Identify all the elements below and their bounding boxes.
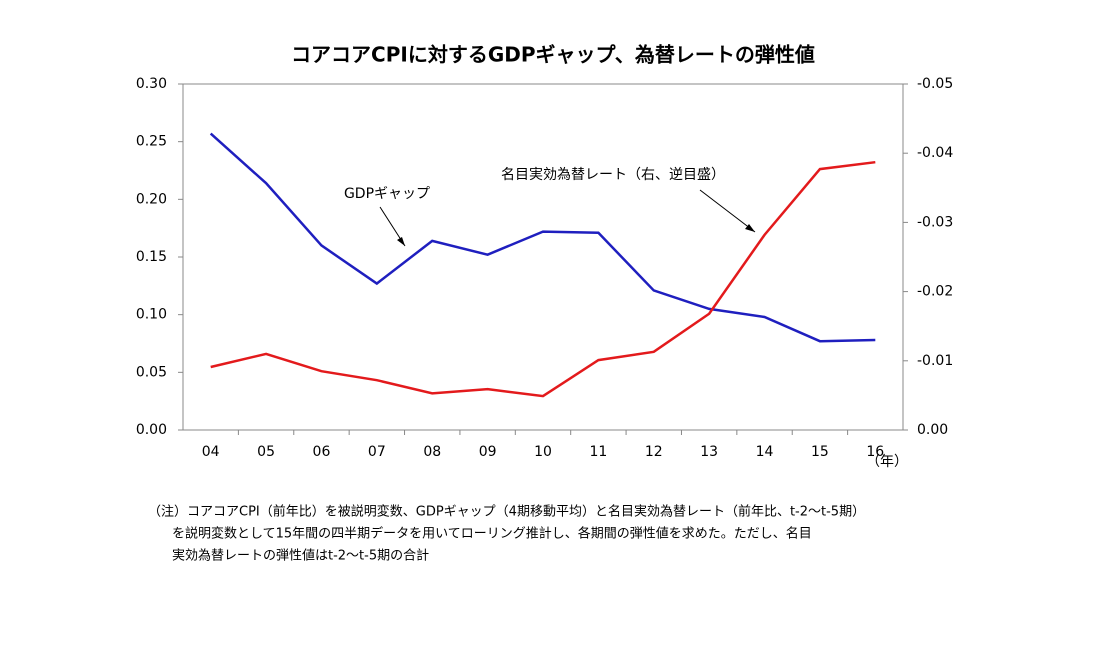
note-line: 実効為替レートの弾性値はt-2～t-5期の合計 [172, 548, 429, 564]
y2-tick-label: -0.02 [917, 284, 953, 300]
y-tick-label: 0.30 [136, 76, 167, 92]
series-annotation: GDPギャップ [344, 186, 430, 202]
note-line: （注）コアコアCPI（前年比）を被説明変数、GDPギャップ（4期移動平均）と名目… [148, 504, 865, 520]
plot-frame [182, 83, 904, 431]
y2-tick-label: -0.05 [917, 76, 953, 92]
x-tick-label: 13 [700, 444, 718, 460]
note-line: を説明変数として15年間の四半期データを用いてローリング推計し、各期間の弾性値を… [172, 526, 812, 542]
series-line [209, 132, 876, 343]
x-tick-label: 04 [202, 444, 220, 460]
x-tick-label: 15 [811, 444, 829, 460]
x-tick-label: 16 [866, 444, 884, 460]
x-tick-label: 09 [479, 444, 497, 460]
series-annotation: 名目実効為替レート（右、逆目盛） [501, 167, 725, 183]
y-tick-label: 0.10 [136, 307, 167, 323]
series-line [210, 160, 876, 398]
y-tick-label: 0.15 [136, 249, 167, 265]
y2-tick-label: -0.01 [917, 353, 953, 369]
y-tick-label: 0.00 [136, 422, 167, 438]
y2-tick-label: 0.00 [917, 422, 948, 438]
y-tick-label: 0.25 [136, 134, 167, 150]
annotation-arrowhead [745, 224, 755, 232]
x-unit-label: （年） [866, 454, 908, 470]
y2-tick-label: -0.03 [917, 214, 953, 230]
x-tick-label: 10 [534, 444, 552, 460]
x-tick-label: 08 [423, 444, 441, 460]
x-tick-label: 06 [313, 444, 331, 460]
x-tick-label: 05 [257, 444, 275, 460]
x-tick-label: 12 [645, 444, 663, 460]
x-tick-label: 14 [756, 444, 774, 460]
chart-title: コアコアCPIに対するGDPギャップ、為替レートの弾性値 [291, 43, 815, 67]
y-tick-label: 0.05 [136, 364, 167, 380]
x-tick-label: 11 [589, 444, 607, 460]
annotation-arrowhead [397, 237, 405, 246]
x-tick-label: 07 [368, 444, 386, 460]
y2-tick-label: -0.04 [917, 145, 953, 161]
y-tick-label: 0.20 [136, 191, 167, 207]
annotation-arrow [699, 189, 756, 233]
